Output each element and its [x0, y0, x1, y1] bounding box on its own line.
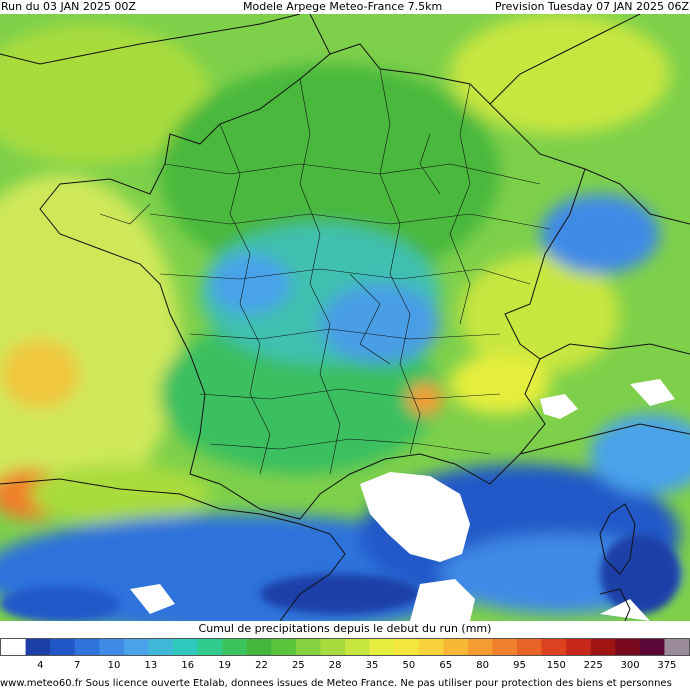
- tick-label: 28: [328, 660, 342, 671]
- color-swatch: [246, 638, 272, 656]
- color-swatch: [418, 638, 444, 656]
- color-swatch: [148, 638, 174, 656]
- legend-title: Cumul de precipitations depuis le debut …: [198, 622, 492, 635]
- precip-detail: [0, 534, 680, 621]
- color-swatch: [615, 638, 641, 656]
- tick-label: 375: [657, 660, 677, 671]
- dry-area-spain: [130, 584, 175, 614]
- dry-area-sardinia-north: [410, 579, 475, 621]
- color-swatch: [25, 638, 51, 656]
- color-swatch: [320, 638, 346, 656]
- color-scale-ticks: 4 7 10 13 16 19 22 25 28 35 50 65 80 95 150 225 300 375: [0, 658, 690, 676]
- tick-label: 13: [144, 660, 158, 671]
- run-date-label: Run du 03 JAN 2025 00Z: [1, 0, 136, 13]
- color-swatch: [50, 638, 76, 656]
- precipitation-map: [0, 14, 690, 621]
- color-swatch: [492, 638, 518, 656]
- color-swatch: [74, 638, 100, 656]
- tick-label: 22: [255, 660, 268, 671]
- color-scale-bar: [0, 638, 690, 656]
- color-swatch: [197, 638, 223, 656]
- tick-label: 10: [107, 660, 121, 671]
- department-boundaries: [99, 68, 551, 475]
- tick-label: 225: [583, 660, 603, 671]
- tick-label: 25: [291, 660, 305, 671]
- dry-area-gulf-of-lion: [360, 472, 470, 562]
- precip-field: [0, 14, 690, 621]
- tick-label: 4: [37, 660, 44, 671]
- dry-area-italy: [630, 379, 675, 406]
- color-swatch: [664, 638, 690, 656]
- color-swatch: [639, 638, 665, 656]
- dry-area-alps: [540, 394, 578, 419]
- map-canvas: [0, 14, 690, 621]
- forecast-time-label: Prevision Tuesday 07 JAN 2025 06Z: [494, 0, 689, 13]
- color-swatch: [295, 638, 321, 656]
- tick-label: 300: [620, 660, 640, 671]
- color-swatch: [467, 638, 493, 656]
- tick-label: 65: [439, 660, 453, 671]
- footer-credit: www.meteo60.fr Sous licence ouverte Etal…: [0, 678, 672, 689]
- color-scale: [0, 638, 690, 656]
- color-swatch: [271, 638, 297, 656]
- color-swatch: [222, 638, 248, 656]
- color-swatch: [1, 638, 27, 656]
- tick-label: 19: [218, 660, 231, 671]
- color-swatch: [369, 638, 395, 656]
- borders: [0, 14, 690, 621]
- tick-label: 50: [402, 660, 416, 671]
- header-bar: Run du 03 JAN 2025 00Z Modele Arpege Met…: [0, 0, 690, 14]
- color-swatch: [541, 638, 567, 656]
- dry-area-corsica-south: [600, 599, 650, 621]
- color-swatch: [345, 638, 371, 656]
- tick-label: 16: [181, 660, 195, 671]
- color-swatch: [443, 638, 469, 656]
- tick-label: 7: [73, 660, 81, 671]
- model-label: Modele Arpege Meteo-France 7.5km: [243, 0, 443, 13]
- color-swatch: [566, 638, 592, 656]
- tick-label: 80: [476, 660, 489, 671]
- tick-label: 150: [546, 660, 566, 671]
- color-swatch: [517, 638, 543, 656]
- tick-label: 95: [513, 660, 526, 671]
- color-swatch: [173, 638, 199, 656]
- tick-label: 35: [365, 660, 379, 671]
- color-swatch: [394, 638, 420, 656]
- color-swatch: [99, 638, 125, 656]
- color-swatch: [590, 638, 616, 656]
- color-swatch: [123, 638, 149, 656]
